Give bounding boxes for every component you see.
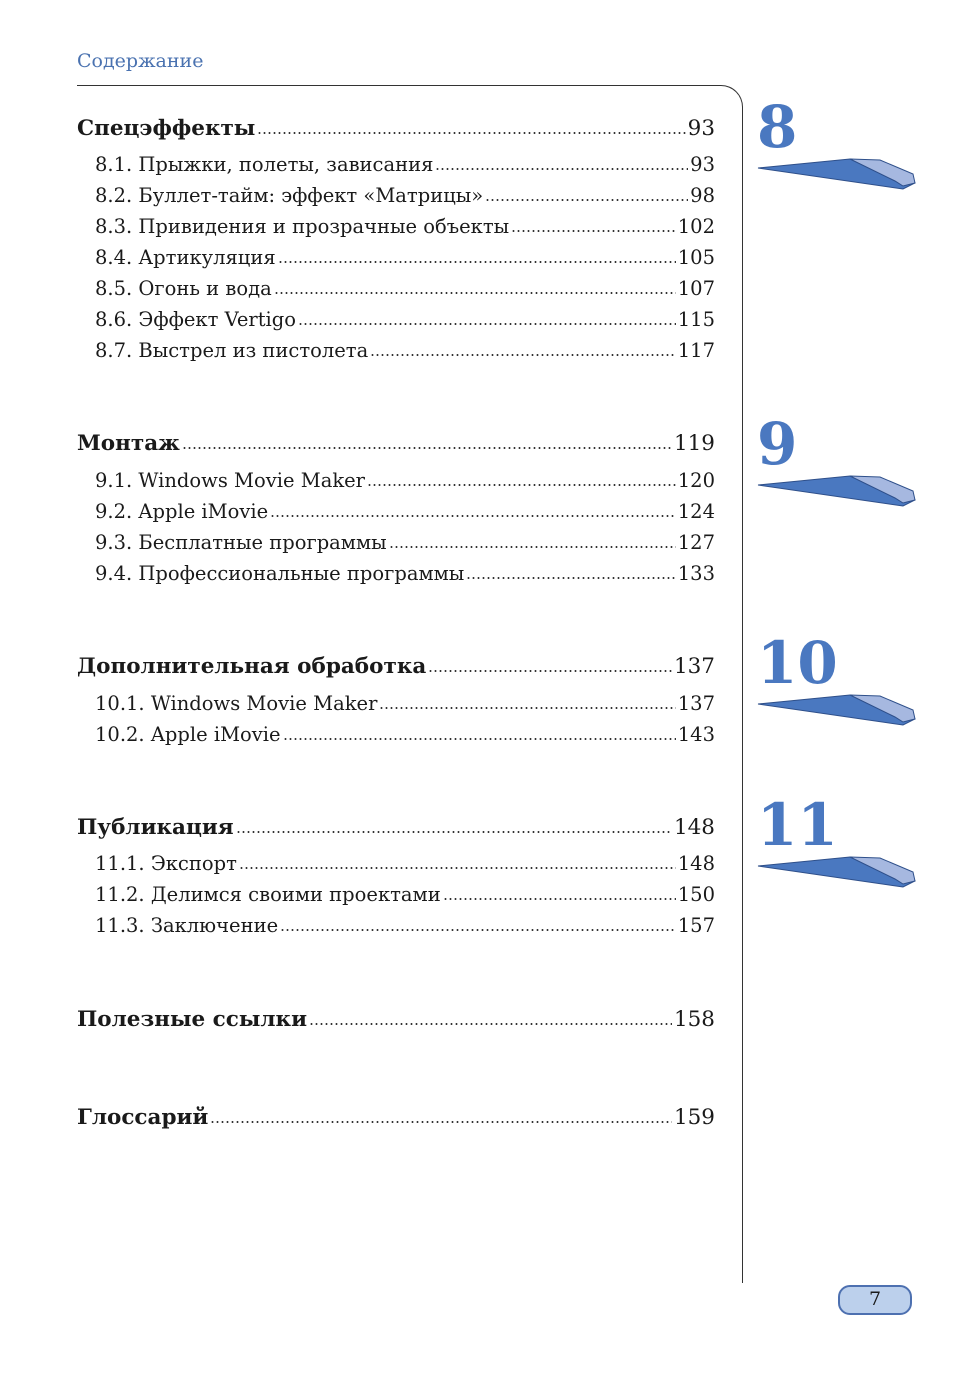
- dot-leader: [181, 447, 672, 449]
- toc-section-entry[interactable]: 8.7. Выстрел из пистолета 117: [95, 341, 715, 361]
- dot-leader: [282, 738, 676, 740]
- entry-title: 8.2. Буллет-тайм: эффект «Матрицы»: [95, 184, 484, 207]
- dot-leader: [367, 484, 676, 486]
- entry-page: 102: [677, 215, 715, 238]
- dot-leader: [277, 261, 676, 263]
- entry-page: 107: [677, 277, 715, 300]
- entry-title: 10.2. Apple iMovie: [95, 723, 281, 746]
- chapter-number-tab: 11: [757, 791, 838, 859]
- toc-section-entry[interactable]: 8.5. Огонь и вода 107: [95, 279, 715, 299]
- dot-leader: [298, 323, 676, 325]
- toc-section-entry[interactable]: 8.6. Эффект Vertigo 115: [95, 310, 715, 330]
- toc-section-entry[interactable]: 9.4. Профессиональные программы 133: [95, 564, 715, 584]
- toc-section-entry[interactable]: 11.2. Делимся своими проектами 150: [95, 885, 715, 905]
- entry-title: 11.3. Заключение: [95, 914, 279, 937]
- dot-leader: [511, 230, 676, 232]
- entry-title: Полезные ссылки: [77, 1007, 308, 1032]
- entry-title: 10.1. Windows Movie Maker: [95, 692, 378, 715]
- entry-page: 143: [677, 723, 715, 746]
- entry-title: 8.6. Эффект Vertigo: [95, 308, 297, 331]
- dot-leader: [466, 577, 676, 579]
- page-frame-line: [77, 85, 743, 1283]
- dot-leader: [428, 670, 672, 672]
- entry-title: Спецэффекты: [77, 116, 256, 141]
- toc-section-entry[interactable]: 9.3. Бесплатные программы 127: [95, 533, 715, 553]
- entry-title: 11.1. Экспорт: [95, 852, 237, 875]
- chapter-swoosh-decoration: [757, 694, 916, 726]
- toc-chapter-entry[interactable]: Монтаж 119: [77, 433, 715, 455]
- toc-section-entry[interactable]: 10.2. Apple iMovie 143: [95, 725, 715, 745]
- dot-leader: [442, 898, 676, 900]
- dot-leader: [309, 1023, 672, 1025]
- entry-title: Монтаж: [77, 431, 180, 456]
- entry-page: 148: [673, 815, 715, 840]
- chapter-number-tab: 10: [757, 629, 838, 697]
- toc-chapter-entry[interactable]: Публикация 148: [77, 817, 715, 839]
- dot-leader: [257, 132, 686, 134]
- chapter-swoosh-decoration: [757, 158, 916, 190]
- running-header: Содержание: [77, 50, 204, 72]
- entry-page: 159: [673, 1105, 715, 1130]
- dot-leader: [210, 1121, 672, 1123]
- entry-page: 137: [673, 654, 715, 679]
- toc-chapter-entry[interactable]: Полезные ссылки 158: [77, 1009, 715, 1031]
- toc-section-entry[interactable]: 9.2. Apple iMovie 124: [95, 502, 715, 522]
- entry-title: 8.1. Прыжки, полеты, зависания: [95, 153, 434, 176]
- entry-page: 93: [687, 116, 715, 141]
- dot-leader: [238, 867, 676, 869]
- toc-section-entry[interactable]: 8.4. Артикуляция 105: [95, 248, 715, 268]
- entry-page: 93: [690, 153, 715, 176]
- dot-leader: [280, 929, 676, 931]
- toc-section-entry[interactable]: 8.1. Прыжки, полеты, зависания 93: [95, 155, 715, 175]
- entry-page: 120: [677, 469, 715, 492]
- entry-title: Глоссарий: [77, 1105, 209, 1130]
- dot-leader: [235, 831, 672, 833]
- entry-title: 8.4. Артикуляция: [95, 246, 276, 269]
- toc-section-entry[interactable]: 11.3. Заключение 157: [95, 916, 715, 936]
- entry-page: 137: [677, 692, 715, 715]
- entry-title: 8.3. Привидения и прозрачные объекты: [95, 215, 510, 238]
- dot-leader: [435, 168, 689, 170]
- dot-leader: [379, 707, 676, 709]
- toc-section-entry[interactable]: 11.1. Экспорт 148: [95, 854, 715, 874]
- entry-title: Публикация: [77, 815, 234, 840]
- entry-page: 115: [677, 308, 715, 331]
- entry-title: 9.4. Профессиональные программы: [95, 562, 465, 585]
- entry-page: 117: [677, 339, 715, 362]
- toc-section-entry[interactable]: 9.1. Windows Movie Maker 120: [95, 471, 715, 491]
- entry-page: 133: [677, 562, 715, 585]
- entry-page: 157: [677, 914, 715, 937]
- entry-title: 9.1. Windows Movie Maker: [95, 469, 365, 492]
- toc-section-entry[interactable]: 8.2. Буллет-тайм: эффект «Матрицы» 98: [95, 186, 715, 206]
- chapter-swoosh-decoration: [757, 856, 916, 888]
- dot-leader: [273, 292, 676, 294]
- toc-chapter-entry[interactable]: Глоссарий 159: [77, 1107, 715, 1129]
- entry-title: Дополнительная обработка: [77, 654, 427, 679]
- toc-section-entry[interactable]: 8.3. Привидения и прозрачные объекты 102: [95, 217, 715, 237]
- entry-page: 150: [677, 883, 715, 906]
- entry-page: 148: [677, 852, 715, 875]
- entry-title: 8.7. Выстрел из пистолета: [95, 339, 369, 362]
- toc-chapter-entry[interactable]: Дополнительная обработка 137: [77, 656, 715, 678]
- toc-section-entry[interactable]: 10.1. Windows Movie Maker 137: [95, 694, 715, 714]
- toc-chapter-entry[interactable]: Спецэффекты 93: [77, 118, 715, 140]
- dot-leader: [485, 199, 689, 201]
- entry-title: 8.5. Огонь и вода: [95, 277, 272, 300]
- entry-title: 9.2. Apple iMovie: [95, 500, 269, 523]
- page-number: 7: [838, 1285, 912, 1315]
- entry-page: 98: [690, 184, 715, 207]
- entry-title: 9.3. Бесплатные программы: [95, 531, 387, 554]
- entry-page: 127: [677, 531, 715, 554]
- dot-leader: [388, 546, 676, 548]
- entry-page: 119: [673, 431, 715, 456]
- dot-leader: [270, 515, 676, 517]
- chapter-number-tab: 9: [757, 410, 798, 478]
- chapter-swoosh-decoration: [757, 475, 916, 507]
- entry-page: 124: [677, 500, 715, 523]
- chapter-number-tab: 8: [757, 93, 798, 161]
- entry-page: 158: [673, 1007, 715, 1032]
- entry-page: 105: [677, 246, 715, 269]
- entry-title: 11.2. Делимся своими проектами: [95, 883, 441, 906]
- dot-leader: [370, 354, 676, 356]
